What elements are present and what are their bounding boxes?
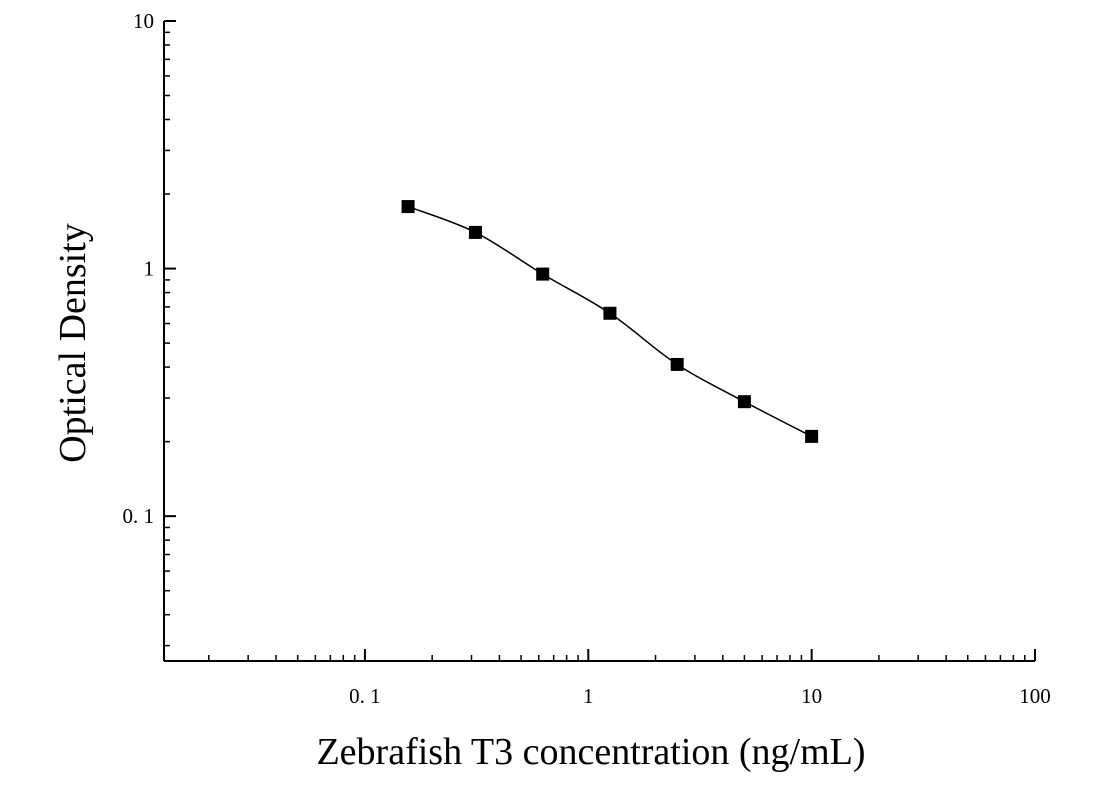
data-point (737, 395, 751, 409)
axes (163, 21, 1035, 662)
data-point (401, 200, 415, 214)
ticks: 0. 1 1 10 100 0. 1 1 10 (123, 9, 1051, 708)
y-axis-title: Optical Density (52, 223, 94, 463)
fit-curve (407, 205, 812, 438)
data-point (805, 429, 819, 443)
data-point (670, 357, 684, 371)
data-point (536, 267, 550, 281)
data-points (401, 200, 819, 443)
x-tick-label: 1 (583, 684, 594, 708)
y-tick-label: 10 (133, 9, 154, 33)
x-tick-label: 100 (1019, 684, 1051, 708)
y-tick-label: 0. 1 (123, 504, 155, 528)
x-tick-label: 10 (801, 684, 822, 708)
data-point (603, 306, 617, 320)
y-tick-label: 1 (144, 257, 155, 281)
data-point (468, 225, 482, 239)
fit-curve-layer (407, 205, 812, 438)
x-tick-label: 0. 1 (349, 684, 381, 708)
x-axis-title: Zebrafish T3 concentration (ng/mL) (316, 731, 865, 773)
